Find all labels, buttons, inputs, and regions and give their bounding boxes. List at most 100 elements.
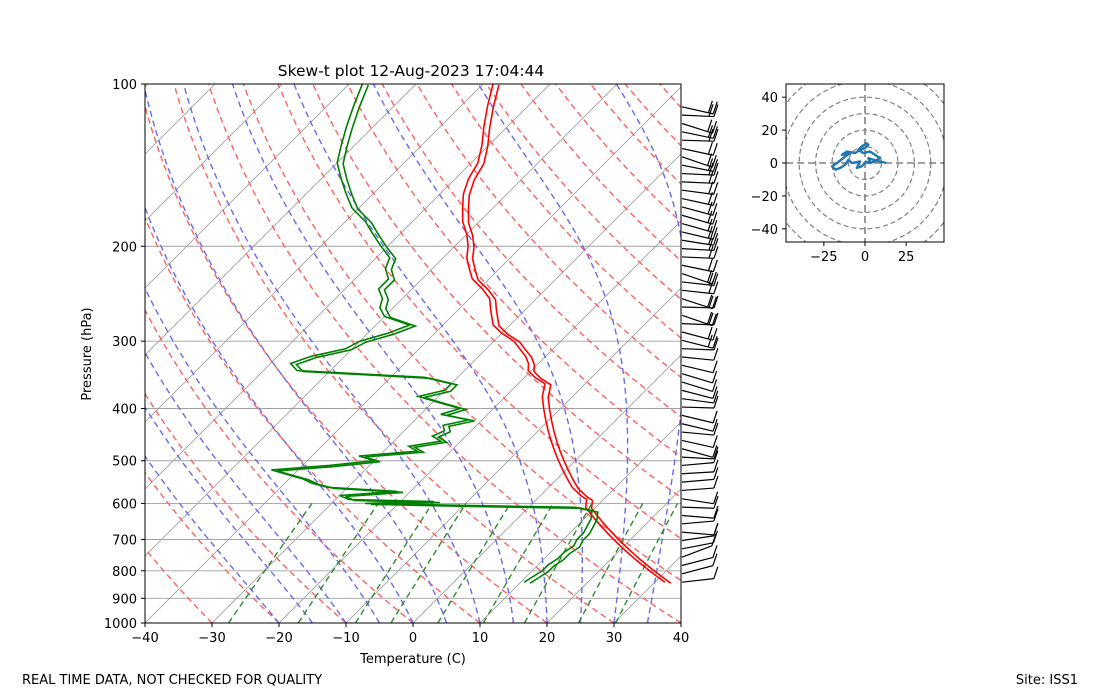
wind-barb-flag <box>712 101 718 115</box>
moist-adiabat-line <box>680 619 681 623</box>
isotherm-line <box>613 555 681 623</box>
wind-barb-flag <box>707 294 713 308</box>
isotherm-line <box>145 84 551 490</box>
moist-adiabat-line <box>145 86 448 623</box>
site-label: Site: ISS1 <box>1015 673 1078 688</box>
moist-adiabat-line <box>145 454 280 623</box>
wind-barb-flag <box>707 210 713 223</box>
wind-barb-flag <box>713 128 719 142</box>
wind-barb-flag <box>713 246 719 259</box>
wind-barb-staff <box>681 339 714 349</box>
wind-barb-flag <box>711 313 717 326</box>
dry-adiabat-line <box>145 392 347 623</box>
x-tick-label: −30 <box>198 631 225 646</box>
wind-barb-flag <box>713 295 719 309</box>
dry-adiabat-line <box>207 84 681 623</box>
wind-barb-flag <box>712 530 718 544</box>
wind-barb-flag <box>707 334 713 348</box>
isotherm-line <box>145 84 618 557</box>
isotherm-line <box>145 84 484 423</box>
wind-barb-flag <box>708 237 714 251</box>
wind-barb-staff <box>681 531 714 536</box>
wind-barb-flag <box>711 120 718 134</box>
wind-barb-staff <box>681 565 714 575</box>
y-tick-label: 900 <box>112 592 137 607</box>
wind-barb-flag <box>713 422 719 436</box>
wind-barb-staff <box>681 545 713 558</box>
wind-barb-flag <box>713 450 719 463</box>
wind-barb-flag <box>713 496 719 509</box>
wind-barb-flag <box>707 158 714 171</box>
wind-barb-staff <box>681 448 713 458</box>
y-tick-label: 500 <box>112 455 137 470</box>
y-tick-label: 100 <box>112 78 137 93</box>
wind-barb-flag <box>713 348 719 361</box>
wind-barb-flag <box>708 312 714 325</box>
moist-adiabat-line <box>231 84 515 623</box>
wind-barb-flag <box>713 508 719 522</box>
wind-barb-flag <box>706 153 713 166</box>
wind-barb-flag <box>712 379 718 392</box>
moist-adiabat-line <box>372 84 583 623</box>
wind-barb-flag <box>712 328 718 341</box>
isotherm-line <box>479 421 681 623</box>
mixing-ratio-line <box>228 502 313 623</box>
wind-barb-staff <box>681 462 714 467</box>
isotherm-line <box>145 86 681 623</box>
dry-adiabat-line <box>312 84 681 499</box>
moist-adiabat-line <box>615 84 681 623</box>
isotherm-line <box>345 287 681 623</box>
wind-barb-flag <box>708 245 714 259</box>
wind-barb-flag <box>707 218 713 232</box>
isotherm-line <box>0 84 14 623</box>
wind-barb-flag <box>713 459 719 473</box>
isotherm-line <box>211 153 681 623</box>
wind-barb-staff <box>681 535 714 542</box>
hodo-x-tick-label: 25 <box>898 250 915 265</box>
wind-barb-flag <box>713 238 719 251</box>
wind-barb-staff <box>681 206 714 216</box>
isotherm-line <box>412 354 681 623</box>
dry-adiabat-line <box>173 84 615 623</box>
wind-barb-staff <box>681 247 714 252</box>
y-tick-label: 400 <box>112 403 137 418</box>
wind-barb-staff <box>681 181 714 184</box>
y-tick-label: 800 <box>112 565 137 580</box>
skewt-ylabel: Pressure (hPa) <box>80 307 95 400</box>
dry-adiabat-line <box>416 84 681 379</box>
wind-barb-flag <box>707 141 713 155</box>
wind-barb-staff <box>681 189 714 195</box>
dry-adiabat-line <box>145 471 280 623</box>
wind-barb-flag <box>712 419 718 432</box>
hodo-y-tick-label: −20 <box>751 190 778 205</box>
wind-barb-flag <box>712 370 718 384</box>
skewt-axes: −40 −30 −20 −10 0 10 20 30 40 1000 900 800 700 600 500… <box>104 78 689 646</box>
wind-barb-staff <box>681 487 714 492</box>
wind-barb-staff <box>681 381 713 393</box>
hodo-x-tick-label: −25 <box>810 250 837 265</box>
wind-barb-staff <box>681 389 714 400</box>
wind-barb-flag <box>712 193 718 206</box>
isotherm-line <box>145 84 216 155</box>
hodo-y-tick-label: 20 <box>761 124 778 139</box>
wind-barb-flag <box>712 259 718 272</box>
dry-adiabat-line <box>451 84 681 340</box>
dry-adiabat-line <box>145 547 213 623</box>
dewpoint-trace-b <box>276 84 599 584</box>
wind-barb-staff <box>681 114 714 118</box>
wind-barb-flag <box>713 337 719 351</box>
wind-barb-staff <box>681 239 714 246</box>
wind-barb-flag <box>706 270 713 283</box>
wind-barb-flag <box>711 271 717 285</box>
isotherm-line <box>145 84 417 356</box>
moist-adiabat-line <box>145 205 414 623</box>
wind-barb-flag <box>712 126 718 139</box>
wind-barb-staff <box>681 578 714 583</box>
wind-barb-staff <box>681 256 714 259</box>
quality-warning: REAL TIME DATA, NOT CHECKED FOR QUALITY <box>22 673 323 688</box>
x-tick-label: 40 <box>673 631 690 646</box>
isotherm-line <box>145 84 350 289</box>
x-tick-label: 30 <box>606 631 623 646</box>
hodograph-axes: −25 0 25 −40 −20 0 20 40 <box>751 91 915 265</box>
wind-barb-flag <box>711 296 717 309</box>
